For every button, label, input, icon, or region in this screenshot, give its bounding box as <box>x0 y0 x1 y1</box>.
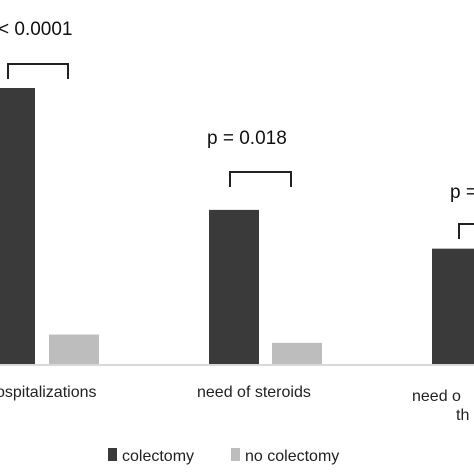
p-value-annotation-1: < 0.0001 <box>0 19 73 40</box>
significance-brackets <box>7 63 474 239</box>
legend-label-colectomy: colectomy <box>122 448 194 465</box>
p-value-annotation-2: p = 0.018 <box>207 128 287 149</box>
bars-group <box>0 88 474 365</box>
bar-colectomy-1 <box>0 88 35 365</box>
category-label-3-line-2: th <box>456 407 469 424</box>
significance-bracket-2 <box>229 171 292 187</box>
category-label-3-line-1: need o <box>412 388 461 405</box>
legend: colectomy no colectomy <box>108 448 339 465</box>
category-label-1: ospitalizations <box>0 384 97 401</box>
bar-no-colectomy-2 <box>272 342 322 365</box>
significance-bracket-3 <box>458 223 474 239</box>
p-value-annotations: < 0.0001 p = 0.018 p = <box>0 19 474 203</box>
p-value-annotation-3: p = <box>450 182 474 203</box>
legend-swatch-colectomy <box>108 448 117 461</box>
significance-bracket-1 <box>7 63 69 79</box>
bar-colectomy-2 <box>209 209 259 365</box>
bar-colectomy-3 <box>432 248 474 365</box>
category-label-2: need of steroids <box>197 384 311 401</box>
category-labels: ospitalizations need of steroids need o th <box>0 384 469 424</box>
legend-label-no-colectomy: no colectomy <box>245 448 339 465</box>
legend-swatch-no-colectomy <box>231 448 240 461</box>
bar-no-colectomy-1 <box>49 334 99 365</box>
